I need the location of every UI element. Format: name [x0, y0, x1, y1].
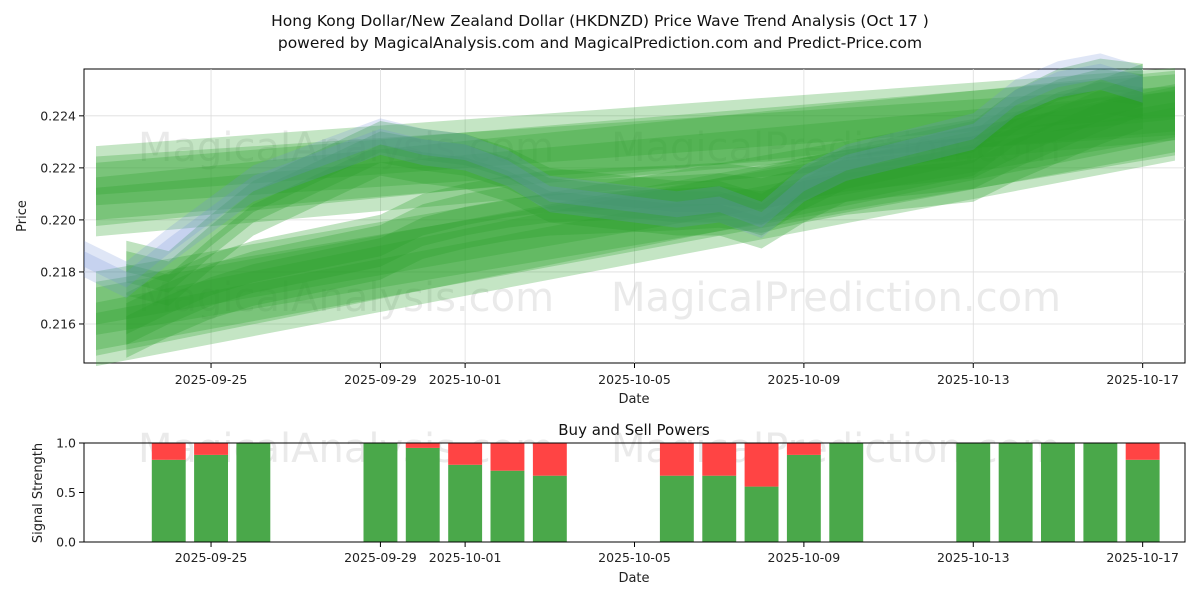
buy-bar — [236, 443, 271, 542]
price-x-tick-label: 2025-10-01 — [429, 372, 502, 387]
price-chart: MagicalAnalysis.com MagicalPrediction.co… — [15, 53, 1186, 407]
signal-x-tick-label: 2025-09-29 — [344, 550, 417, 565]
buy-bar — [956, 443, 991, 542]
buy-bar — [744, 486, 779, 542]
blue-wave — [84, 53, 1143, 288]
price-x-tick-label: 2025-10-17 — [1106, 372, 1179, 387]
buy-bar — [1083, 443, 1118, 542]
buy-bar — [151, 459, 186, 542]
buy-bar — [363, 443, 398, 542]
buy-bar — [659, 475, 694, 542]
sell-bar — [405, 443, 440, 448]
signal-y-ticks: 0.0 0.5 1.0 — [56, 436, 84, 550]
price-y-tick-label: 0.222 — [40, 160, 76, 175]
price-y-tick-label: 0.218 — [40, 264, 76, 279]
sell-bar — [194, 443, 228, 455]
blue-wave — [84, 63, 1143, 298]
trend-band-lower — [96, 84, 1175, 325]
sell-bar — [532, 443, 567, 476]
price-x-tick-label: 2025-09-29 — [344, 372, 417, 387]
buy-bar — [405, 447, 440, 542]
figure-title-line1: Hong Kong Dollar/New Zealand Dollar (HKD… — [271, 12, 929, 30]
signal-x-tick-label: 2025-10-01 — [429, 550, 502, 565]
buy-bar — [998, 443, 1033, 542]
trend-band-upper — [96, 91, 1175, 237]
signal-x-axis-label: Date — [618, 571, 649, 586]
price-y-tick-label: 0.220 — [40, 212, 76, 227]
signal-x-tick-label: 2025-10-09 — [768, 550, 841, 565]
watermark-mid-left: MagicalAnalysis.com — [138, 275, 554, 321]
price-x-tick-label: 2025-10-13 — [937, 372, 1010, 387]
signal-bars — [151, 443, 1160, 542]
sell-bar — [490, 443, 525, 471]
wave-upper — [126, 69, 1143, 293]
price-bands — [84, 53, 1175, 367]
sell-bar — [448, 443, 483, 465]
sell-bar — [786, 443, 821, 455]
buy-bar — [702, 475, 737, 542]
signal-y-tick-label: 0.5 — [56, 485, 76, 500]
signal-x-tick-label: 2025-10-05 — [598, 550, 671, 565]
buy-bar — [532, 475, 567, 542]
signal-chart: Buy and Sell Powers MagicalAnalysis.com … — [31, 421, 1186, 586]
signal-x-tick-label: 2025-09-25 — [175, 550, 248, 565]
figure-title-line2: powered by MagicalAnalysis.com and Magic… — [278, 34, 922, 52]
buy-bar — [1125, 459, 1160, 542]
price-x-tick-label: 2025-10-09 — [768, 372, 841, 387]
buy-bar — [829, 443, 864, 542]
sell-bar — [744, 443, 779, 487]
trend-band-lower — [96, 107, 1175, 367]
price-x-tick-label: 2025-09-25 — [175, 372, 248, 387]
signal-x-tick-label: 2025-10-17 — [1106, 550, 1179, 565]
watermark-top-right: MagicalPrediction.com — [611, 125, 1061, 171]
price-x-axis-label: Date — [618, 392, 649, 407]
price-chart-grid — [84, 69, 1185, 363]
trend-band-upper — [96, 68, 1175, 195]
signal-y-tick-label: 1.0 — [56, 436, 76, 451]
signal-chart-title: Buy and Sell Powers — [558, 421, 710, 439]
signal-x-tick-label: 2025-10-13 — [937, 550, 1010, 565]
price-chart-watermarks: MagicalAnalysis.com MagicalPrediction.co… — [138, 125, 1061, 321]
price-x-ticks: 2025-09-25 2025-09-29 2025-10-01 2025-10-05… — [175, 363, 1179, 387]
trend-band-lower — [96, 89, 1175, 351]
watermark-top-left: MagicalAnalysis.com — [138, 125, 554, 171]
trend-band-lower — [96, 86, 1175, 356]
price-y-ticks: 0.216 0.218 0.220 0.222 0.224 — [40, 108, 84, 331]
signal-y-axis-label: Signal Strength — [31, 443, 46, 543]
buy-bar — [448, 464, 483, 542]
price-x-tick-label: 2025-10-05 — [598, 372, 671, 387]
wave-lower — [126, 74, 1143, 345]
sell-bar — [702, 443, 737, 476]
trend-band-upper — [96, 74, 1175, 220]
sell-bar — [151, 443, 186, 460]
buy-bar — [1041, 443, 1075, 542]
signal-y-tick-label: 0.0 — [56, 535, 76, 550]
sell-bar — [659, 443, 694, 476]
buy-bar — [194, 454, 228, 542]
price-y-tick-label: 0.224 — [40, 108, 76, 123]
wave-upper — [126, 82, 1143, 306]
wave-lower — [126, 87, 1143, 358]
buy-bar — [786, 454, 821, 542]
trend-band-upper — [96, 70, 1175, 226]
watermark-mid-right: MagicalPrediction.com — [611, 275, 1061, 321]
wave-lower — [126, 63, 1143, 335]
price-y-axis-label: Price — [15, 200, 30, 232]
trend-band-upper — [96, 86, 1175, 206]
signal-x-ticks: 2025-09-25 2025-09-29 2025-10-01 2025-10-05… — [175, 542, 1179, 565]
wave-upper — [126, 58, 1143, 283]
trend-band-lower — [96, 102, 1175, 335]
price-y-tick-label: 0.216 — [40, 316, 76, 331]
sell-bar — [1125, 443, 1160, 460]
buy-bar — [490, 470, 525, 542]
